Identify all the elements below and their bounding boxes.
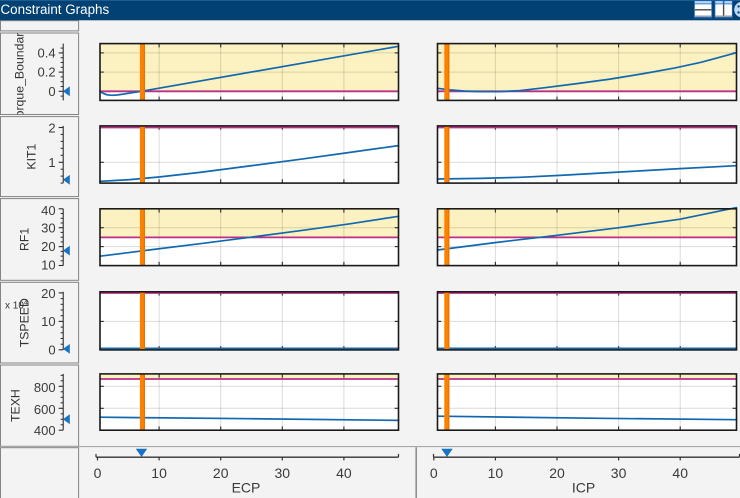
svg-text:600: 600 bbox=[34, 402, 56, 417]
svg-text:20: 20 bbox=[213, 465, 229, 481]
svg-text:0: 0 bbox=[48, 84, 55, 99]
svg-text:10: 10 bbox=[488, 465, 504, 481]
svg-text:40: 40 bbox=[41, 203, 55, 218]
svg-text:1: 1 bbox=[48, 155, 55, 170]
svg-text:ECP: ECP bbox=[232, 480, 261, 496]
svg-text:0: 0 bbox=[94, 465, 102, 481]
svg-text:20: 20 bbox=[41, 286, 55, 301]
svg-text:30: 30 bbox=[275, 465, 291, 481]
svg-text:10: 10 bbox=[41, 314, 55, 329]
svg-text:30: 30 bbox=[41, 220, 55, 235]
svg-text:TEXH: TEXH bbox=[9, 389, 23, 422]
svg-text:40: 40 bbox=[672, 465, 688, 481]
svg-text:800: 800 bbox=[34, 380, 56, 395]
svg-text:20: 20 bbox=[549, 465, 565, 481]
svg-text:0: 0 bbox=[48, 342, 55, 357]
svg-text:RF1: RF1 bbox=[18, 228, 32, 251]
svg-text:0.4: 0.4 bbox=[38, 46, 56, 61]
svg-text:0.2: 0.2 bbox=[38, 65, 56, 80]
svg-text:TSPEED: TSPEED bbox=[18, 298, 32, 347]
svg-text:ICP: ICP bbox=[572, 480, 595, 496]
svg-text:0: 0 bbox=[430, 465, 438, 481]
svg-text:40: 40 bbox=[336, 465, 352, 481]
svg-text:Torque_Boundary: Torque_Boundary bbox=[13, 26, 27, 124]
svg-text:400: 400 bbox=[34, 423, 56, 438]
svg-text:20: 20 bbox=[41, 239, 55, 254]
svg-text:Constraint Graphs: Constraint Graphs bbox=[1, 2, 110, 17]
svg-text:30: 30 bbox=[611, 465, 627, 481]
svg-text:x 104: x 104 bbox=[5, 298, 28, 312]
svg-text:KIT1: KIT1 bbox=[25, 143, 39, 169]
svg-text:10: 10 bbox=[41, 257, 55, 272]
svg-text:2: 2 bbox=[48, 121, 55, 136]
svg-text:10: 10 bbox=[151, 465, 167, 481]
